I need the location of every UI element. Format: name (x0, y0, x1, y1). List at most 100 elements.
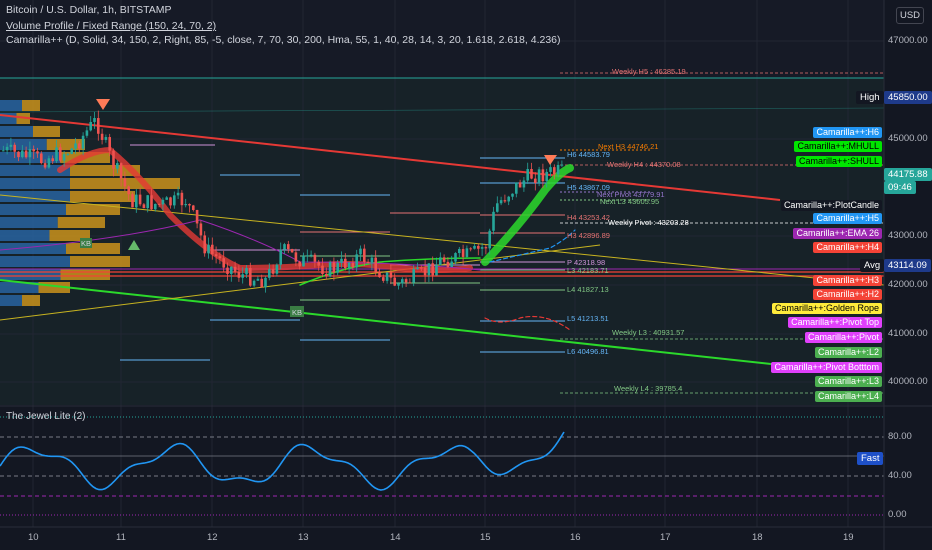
candle-body (412, 269, 415, 283)
candle-body (245, 267, 248, 275)
volume-profile-bar (22, 295, 40, 306)
volume-profile-bar (0, 230, 50, 241)
indicator-label: Camarilla++:H6 (813, 127, 882, 138)
candle-body (317, 261, 320, 266)
candle-body (173, 195, 176, 206)
indicator-label: Camarilla++:L2 (814, 347, 882, 358)
candle-body (55, 147, 58, 162)
candle-body (104, 137, 108, 140)
avg-label: Avg (860, 259, 885, 272)
candle-body (32, 149, 35, 152)
candle-body (40, 153, 43, 164)
candle-body (207, 244, 210, 254)
candle-body (530, 169, 533, 179)
candle-body (465, 248, 469, 257)
candle-body (321, 265, 324, 275)
price-tick: 42000.00 (888, 279, 928, 290)
trend-lines (0, 107, 885, 366)
candle-body (366, 261, 370, 263)
level-label: H6 44583.79 (567, 150, 610, 159)
volume-profile-bar (0, 178, 70, 189)
candle-body (556, 164, 560, 175)
candle-body (157, 203, 161, 205)
level-label: L5 41213.51 (567, 314, 609, 323)
candle-body (313, 254, 317, 262)
candle-body (306, 255, 309, 257)
candle-body (553, 167, 556, 175)
candle-body (298, 261, 301, 267)
candle-body (374, 257, 377, 272)
candle-body (241, 274, 244, 278)
candle-body (420, 267, 423, 269)
candles (2, 110, 564, 293)
time-tick: 13 (298, 532, 309, 543)
candle-body (233, 266, 237, 272)
countdown-tag: 09:46 (884, 181, 916, 194)
indicator-label: Camarilla++:PlotCandle (780, 200, 882, 211)
candle-body (24, 150, 28, 158)
volume-profile-bar (60, 269, 110, 280)
candle-body (218, 256, 222, 259)
candle-body (146, 195, 149, 209)
oscillator-tick: 0.00 (888, 509, 907, 520)
candle-body (230, 266, 233, 274)
level-label: L3 42183.71 (567, 266, 609, 275)
candle-body (431, 263, 434, 276)
candle-body (309, 254, 313, 256)
volume-profile-legend[interactable]: Volume Profile / Fixed Range (150, 24, 7… (6, 20, 217, 32)
price-tick: 43000.00 (888, 230, 928, 241)
candle-body (518, 182, 522, 188)
time-tick: 18 (752, 532, 763, 543)
volume-profile-bar (0, 256, 70, 267)
candle-body (393, 277, 396, 286)
fast-label: Fast (857, 452, 884, 465)
candle-body (256, 278, 260, 281)
time-tick: 15 (480, 532, 491, 543)
oscillator-legend[interactable]: The Jewel Lite (2) (6, 411, 86, 422)
candle-body (222, 258, 225, 268)
indicator-label: Camarilla++:H4 (813, 242, 882, 253)
candle-body (70, 148, 73, 154)
candle-body (154, 203, 157, 210)
candle-body (484, 247, 488, 249)
vp-badge-text: KB (292, 308, 302, 317)
candle-body (93, 118, 96, 122)
level-label: H3 42896.89 (567, 231, 610, 240)
candle-body (541, 169, 545, 182)
candle-body (214, 254, 218, 257)
candle-body (142, 204, 146, 209)
candle-body (461, 249, 465, 257)
level-label: Next L3 43605.95 (600, 197, 660, 206)
camarilla-legend[interactable]: Camarilla++ (D, Solid, 34, 150, 2, Right… (6, 34, 561, 46)
candle-body (192, 205, 195, 210)
candle-body (226, 267, 229, 274)
indicator-label: Camarilla++:Pivot (804, 332, 882, 343)
candle-body (47, 158, 51, 168)
volume-profile-bar (0, 217, 58, 228)
candle-body (9, 144, 13, 147)
candle-body (275, 264, 279, 274)
candle-body (36, 151, 39, 154)
candle-body (237, 271, 241, 278)
candle-body (184, 204, 187, 206)
candle-body (363, 248, 366, 262)
candle-body (488, 230, 491, 249)
candle-body (127, 186, 130, 195)
symbol-title[interactable]: Bitcoin / U.S. Dollar, 1h, BITSTAMP (6, 4, 172, 16)
candle-body (131, 194, 134, 208)
level-label: Weekly L4 : 39785.4 (614, 384, 683, 393)
indicator-label: Camarilla++:MHULL (794, 141, 882, 152)
price-tick: 40000.00 (888, 376, 928, 387)
volume-profile-bar (46, 139, 85, 150)
candle-body (328, 262, 332, 277)
candle-body (161, 199, 165, 205)
candle-body (340, 258, 343, 263)
volume-profile-bar (0, 282, 39, 293)
time-tick: 16 (570, 532, 581, 543)
candle-body (66, 153, 70, 155)
oscillator-tick: 80.00 (888, 431, 912, 442)
currency-button[interactable]: USD (896, 7, 924, 24)
candle-body (78, 143, 81, 149)
level-label: Next H3 44746.21 (598, 142, 659, 151)
